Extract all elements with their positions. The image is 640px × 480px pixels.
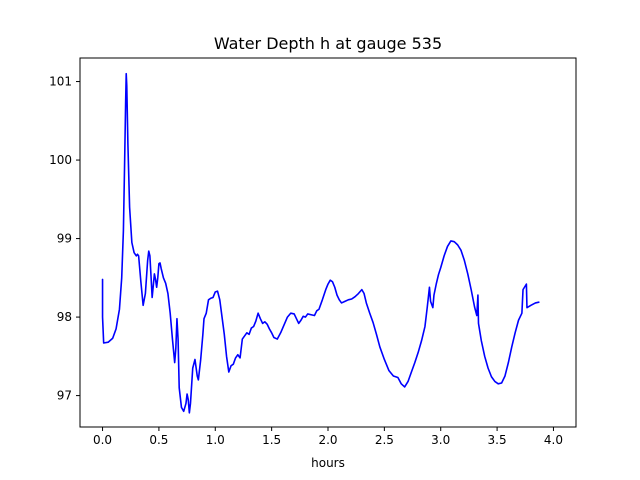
x-tick-label: 1.0	[206, 433, 225, 447]
x-tick-label: 3.0	[431, 433, 450, 447]
axes-background	[80, 58, 576, 427]
x-axis-ticks: 0.0 0.5 1.0 1.5 2.0 2.5 3.0 3.5 4.0	[93, 427, 563, 447]
x-tick-label: 0.0	[93, 433, 112, 447]
x-tick-label: 2.5	[375, 433, 394, 447]
series-line	[101, 72, 540, 414]
y-tick-label: 97	[57, 389, 72, 403]
x-tick-label: 3.5	[488, 433, 507, 447]
y-tick-label: 99	[57, 232, 72, 246]
plot-area	[79, 57, 577, 428]
y-tick-label: 98	[57, 310, 72, 324]
x-axis-label: hours	[311, 456, 345, 470]
y-tick-label: 101	[49, 75, 72, 89]
chart-title: Water Depth h at gauge 535	[214, 34, 442, 53]
x-tick-label: 1.5	[262, 433, 281, 447]
x-tick-label: 4.0	[544, 433, 563, 447]
y-tick-label: 100	[49, 153, 72, 167]
x-tick-label: 2.0	[318, 433, 337, 447]
x-tick-label: 0.5	[149, 433, 168, 447]
y-axis-ticks: 97 98 99 100 101	[49, 75, 80, 403]
